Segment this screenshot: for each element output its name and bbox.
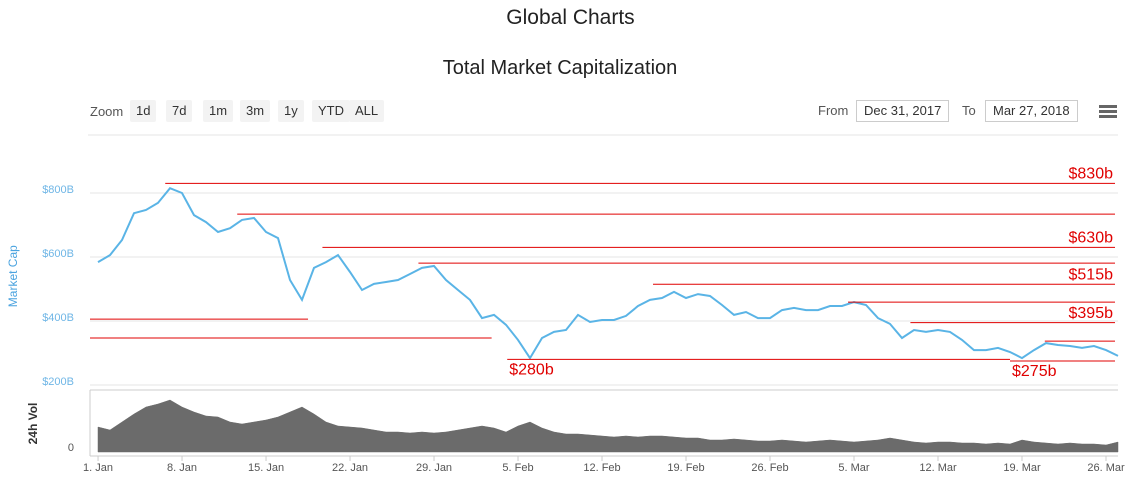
x-tick-label: 19. Mar [1003, 462, 1041, 474]
y-axis-title: Market Cap [6, 245, 20, 307]
y-tick-label: $400B [42, 312, 74, 324]
chart-title: Total Market Capitalization [442, 57, 678, 79]
zoom-button[interactable]: YTD [312, 100, 350, 122]
market-cap-line [97, 186, 1119, 360]
volume-area [97, 399, 1119, 453]
x-tick-label: 12. Mar [919, 462, 957, 474]
x-tick-label: 22. Jan [332, 462, 368, 474]
to-date[interactable]: Mar 27, 2018 [985, 100, 1078, 122]
x-tick-label: 26. Mar [1087, 462, 1125, 474]
x-tick-label: 26. Feb [751, 462, 788, 474]
x-tick-label: 5. Feb [502, 462, 533, 474]
zoom-button[interactable]: 1y [278, 100, 304, 122]
annotation-label: $280b [509, 362, 554, 379]
page-title: Global Charts [506, 6, 635, 29]
annotation-label: $515b [1069, 266, 1114, 283]
y-tick-label: $200B [42, 376, 74, 388]
from-label: From [818, 103, 849, 118]
y-axis-title: 24h Vol [26, 403, 40, 445]
annotation-label: $630b [1069, 230, 1114, 247]
zoom-button[interactable]: 1d [130, 100, 157, 122]
x-tick-label: 1. Jan [83, 462, 113, 474]
annotation-label: $830b [1069, 166, 1114, 183]
from-date[interactable]: Dec 31, 2017 [856, 100, 950, 122]
x-tick-label: 29. Jan [416, 462, 452, 474]
zoom-button[interactable]: 3m [240, 100, 271, 122]
x-tick-label: 5. Mar [838, 462, 870, 474]
y-tick-label: 0 [68, 442, 74, 454]
zoom-label: Zoom [90, 104, 124, 119]
menu-button[interactable] [1099, 105, 1117, 119]
x-tick-label: 19. Feb [667, 462, 704, 474]
annotation-label: $395b [1069, 305, 1114, 322]
to-label: To [962, 103, 976, 118]
y-tick-label: $800B [42, 184, 74, 196]
zoom-button[interactable]: ALL [349, 100, 385, 122]
annotation-label: $275b [1012, 363, 1057, 380]
x-tick-label: 15. Jan [248, 462, 284, 474]
x-tick-label: 12. Feb [583, 462, 620, 474]
zoom-button[interactable]: 1m [203, 100, 234, 122]
zoom-button[interactable]: 7d [166, 100, 193, 122]
y-tick-label: $600B [42, 248, 74, 260]
x-tick-label: 8. Jan [167, 462, 197, 474]
